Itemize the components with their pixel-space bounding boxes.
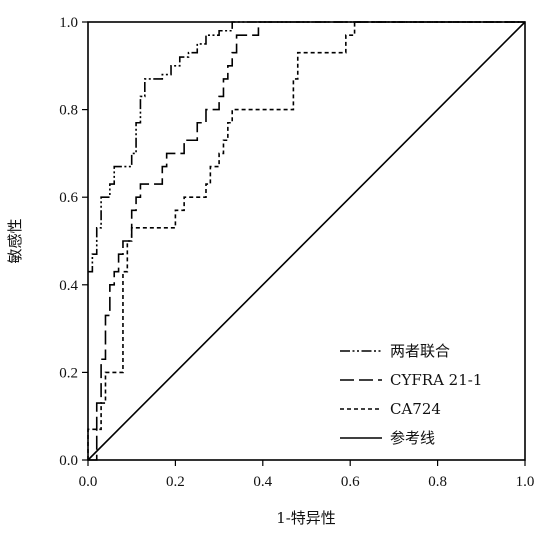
x-axis-ticks: 0.0 0.2 0.4 0.6 0.8 1.0 (79, 460, 535, 490)
x-tick-label: 0.4 (253, 474, 272, 490)
y-tick-label: 1.0 (59, 15, 78, 31)
x-tick-label: 0.8 (428, 474, 447, 490)
series-line-0 (88, 21, 525, 273)
x-tick-label: 0.6 (341, 474, 360, 490)
y-tick-label: 0.0 (59, 453, 78, 469)
y-axis-ticks: 0.0 0.2 0.4 0.6 0.8 1.0 (59, 15, 88, 469)
x-axis-title: 1-特异性 (276, 509, 336, 527)
series-line-2 (87, 21, 525, 460)
legend-label-2: CA724 (390, 400, 441, 418)
legend-label-0: 两者联合 (390, 342, 450, 360)
y-tick-label: 0.2 (59, 365, 78, 381)
curves-group (87, 21, 526, 461)
series-line-3 (87, 21, 526, 461)
x-tick-label: 1.0 (516, 474, 535, 490)
series-line-1 (88, 21, 525, 461)
x-tick-label: 0.0 (79, 474, 98, 490)
y-tick-label: 0.6 (59, 190, 78, 206)
x-tick-label: 0.2 (166, 474, 185, 490)
legend: 两者联合 CYFRA 21-1 CA724 参考线 (340, 342, 482, 447)
legend-label-1: CYFRA 21-1 (390, 371, 482, 389)
y-tick-label: 0.8 (59, 103, 78, 119)
y-axis-title: 敏感性 (6, 218, 24, 263)
y-tick-label: 0.4 (59, 278, 78, 294)
legend-label-3: 参考线 (390, 429, 435, 447)
